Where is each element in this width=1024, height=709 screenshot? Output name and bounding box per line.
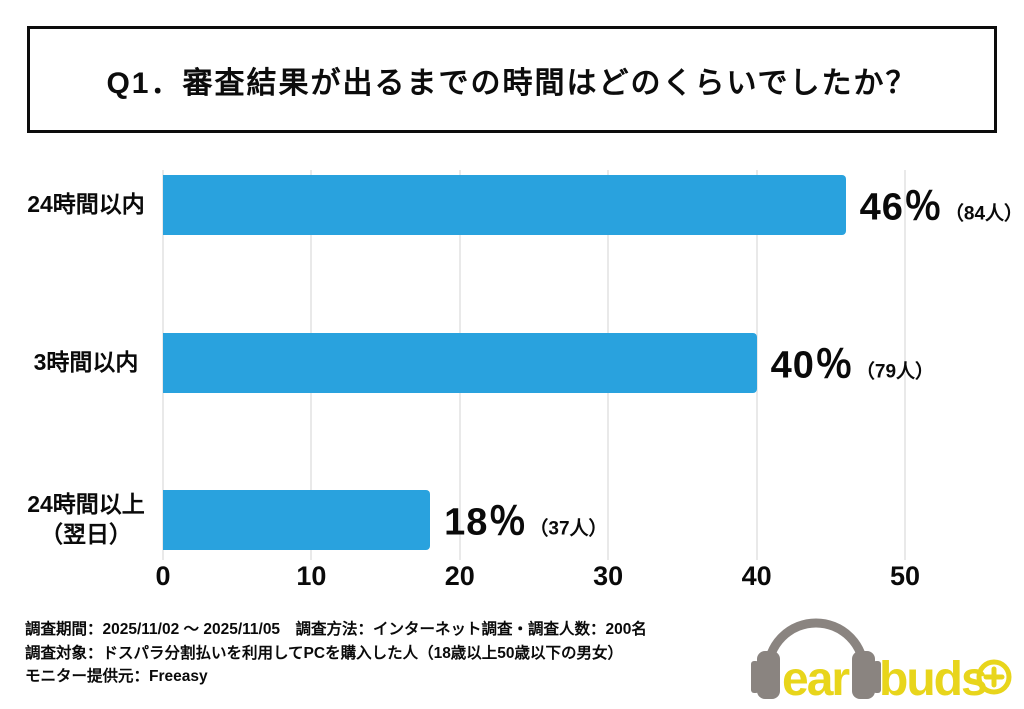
category-label-column: 24時間以内 3時間以内 24時間以上 （翌日）	[18, 170, 154, 560]
value-count-2: （37人）	[529, 518, 608, 540]
plot-area: 46％ （84人） 40％ （79人） 18％ （37人）	[162, 170, 1023, 560]
headphones-icon	[751, 618, 881, 699]
x-tick-40: 40	[741, 561, 772, 591]
x-tick-10: 10	[296, 561, 327, 591]
bar-2	[163, 490, 431, 550]
survey-note-line-2: 調査対象：ドスパラ分割払いを利用してPCを購入した人（18歳以上50歳以下の男女…	[25, 644, 624, 662]
category-label-1: 3時間以内	[33, 349, 139, 376]
earbuds-logo: ear buds	[751, 618, 1012, 705]
value-label-2: 18％ （37人）	[444, 490, 607, 545]
value-count-1: （79人）	[855, 361, 935, 383]
category-label-2: 24時間以上 （翌日）	[27, 491, 145, 547]
survey-note-line-3: モニター提供元：Freeasy	[25, 668, 208, 685]
plus-circle-icon	[976, 659, 1012, 695]
logo-word-buds: buds	[879, 653, 986, 705]
question-title-box: Q1．審査結果が出るまでの時間はどのくらいでしたか？	[27, 26, 997, 133]
value-percent-2: 18％	[444, 501, 528, 544]
logo-word-ear: ear	[782, 653, 849, 705]
value-percent-0: 46％	[859, 186, 943, 229]
category-label-0: 24時間以内	[27, 191, 145, 218]
value-label-1: 40％ （79人）	[771, 333, 934, 388]
question-title: Q1．審査結果が出るまでの時間はどのくらいでしたか？	[106, 66, 918, 100]
gridline-50	[904, 170, 906, 560]
bar-0	[163, 175, 846, 235]
x-tick-30: 30	[593, 561, 624, 591]
x-axis: 0 10 20 30 40 50	[155, 561, 920, 597]
survey-note-line-1: 調査期間：2025/11/02 ～ 2025/11/05 調査方法：インターネッ…	[25, 621, 647, 638]
x-tick-50: 50	[889, 561, 921, 591]
bar-1	[163, 333, 757, 393]
x-tick-0: 0	[155, 561, 171, 591]
gridline-40	[755, 170, 758, 560]
x-tick-20: 20	[444, 561, 475, 591]
value-label-0: 46％ （84人）	[860, 175, 1023, 230]
value-percent-1: 40％	[770, 344, 854, 387]
survey-note: 調査期間：2025/11/02 ～ 2025/11/05 調査方法：インターネッ…	[25, 618, 745, 689]
value-count-0: （84人）	[944, 203, 1024, 225]
